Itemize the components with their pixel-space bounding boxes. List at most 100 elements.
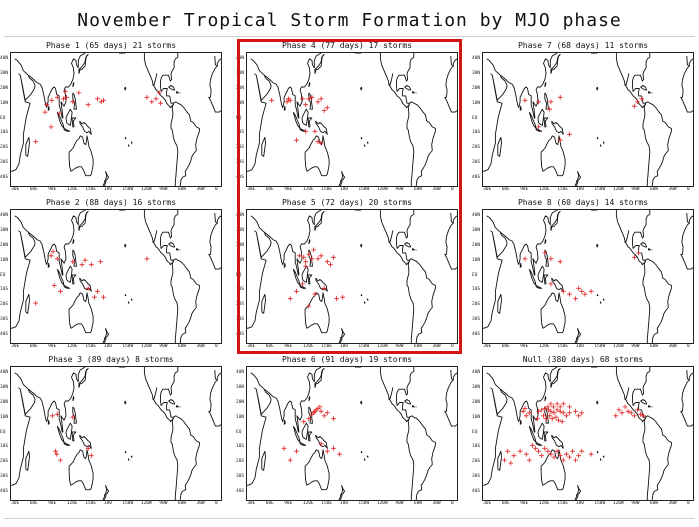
storm-marker	[567, 410, 572, 416]
map-panel: Phase 8 (60 days) 14 storms 40N 30N 20N 10N E…	[472, 197, 694, 355]
longitude-tick-label: 0	[687, 344, 690, 349]
latitude-tick-label: 10S	[236, 444, 245, 450]
storm-marker	[95, 288, 100, 294]
longitude-tick-label: 120W	[376, 187, 388, 192]
storm-marker	[306, 96, 312, 102]
longitude-tick-label: 150W	[594, 187, 606, 192]
map-frame	[246, 209, 458, 344]
latitude-tick-label: 40S	[236, 174, 245, 180]
longitude-tick-label: 150E	[557, 344, 569, 349]
storm-marker	[576, 285, 582, 291]
map-frame	[482, 52, 694, 187]
storm-marker	[312, 128, 318, 134]
storm-marker	[554, 401, 560, 407]
storm-marker	[88, 453, 94, 459]
latitude-tick-label: 10S	[0, 287, 9, 293]
storm-marker	[619, 410, 625, 416]
storm-marker	[536, 408, 541, 414]
storm-marker	[76, 90, 82, 96]
storm-marker	[101, 294, 106, 300]
latitude-axis: 40N 30N 20N 10N EQ 10S 20S 30S 40S	[0, 209, 10, 342]
latitude-tick-label: 40N	[472, 56, 481, 62]
storm-marker	[613, 413, 619, 419]
longitude-axis: 30E 60E 90E 120E 150E 180 150W 120W 90W 60W 30W 0	[10, 343, 222, 353]
storm-marker	[554, 448, 560, 454]
map-panel: Phase 4 (77 days) 17 storms 40N 30N 20N 10N E…	[236, 40, 458, 198]
storm-marker	[311, 247, 317, 253]
latitude-tick-label: 20S	[236, 459, 245, 465]
longitude-axis: 30E 60E 90E 120E 150E 180 150W 120W 90W 60W 30W 0	[482, 186, 694, 196]
storm-marker	[631, 413, 637, 419]
storm-marker	[557, 453, 563, 459]
storm-marker	[294, 448, 299, 454]
latitude-tick-label: EQ	[236, 429, 242, 435]
storm-marker	[505, 448, 511, 454]
longitude-tick-label: 30E	[11, 501, 20, 506]
latitude-tick-label: 10S	[472, 287, 481, 293]
latitude-tick-label: 30N	[472, 71, 481, 77]
longitude-tick-label: 0	[687, 501, 690, 506]
figure-title: November Tropical Storm Formation by MJO…	[77, 10, 622, 31]
storm-marker	[639, 96, 645, 102]
storm-marker	[331, 445, 336, 451]
longitude-tick-label: 60E	[29, 344, 38, 349]
storm-marker	[331, 254, 336, 260]
longitude-tick-label: 60W	[177, 187, 187, 192]
storm-marker	[582, 291, 588, 297]
panel-label: Phase 8 (60 days) 14 storms	[517, 198, 649, 207]
longitude-tick-label: 120W	[376, 344, 388, 349]
storm-marker	[533, 445, 538, 451]
latitude-tick-label: EQ	[472, 272, 478, 278]
longitude-axis: 30E 60E 90E 120E 150E 180 150W 120W 90W 60W 30W 0	[482, 500, 694, 510]
longitude-tick-label: 180	[575, 344, 584, 349]
storm-marker	[70, 259, 76, 265]
longitude-tick-label: 60W	[413, 187, 423, 192]
longitude-tick-label: 120E	[538, 344, 550, 349]
storm-marker	[44, 102, 50, 108]
longitude-tick-label: 60E	[501, 187, 510, 192]
longitude-axis: 30E 60E 90E 120E 150E 180 150W 120W 90W 60W 30W 0	[246, 343, 458, 353]
storm-marker	[543, 416, 549, 422]
storm-marker	[573, 296, 578, 302]
longitude-tick-label: 60E	[501, 501, 510, 506]
longitude-tick-label: 120E	[302, 344, 314, 349]
latitude-tick-label: 30S	[236, 159, 245, 165]
latitude-tick-label: EQ	[236, 115, 242, 121]
storm-marker	[549, 416, 555, 422]
storm-marker	[567, 404, 572, 410]
latitude-tick-label: 10N	[472, 414, 481, 420]
storm-marker	[522, 256, 528, 262]
longitude-axis: 30E 60E 90E 120E 150E 180 150W 120W 90W 60W 30W 0	[10, 500, 222, 510]
longitude-axis: 30E 60E 90E 120E 150E 180 150W 120W 90W 60W 30W 0	[246, 500, 458, 510]
storm-marker	[51, 283, 57, 288]
panel-label: Phase 3 (89 days) 8 storms	[48, 355, 174, 364]
latitude-tick-label: 10N	[472, 100, 481, 106]
storm-marker	[541, 413, 546, 419]
latitude-tick-label: 10S	[472, 444, 481, 450]
title-divider	[4, 36, 695, 37]
storm-marker	[85, 445, 91, 451]
storm-marker	[635, 99, 640, 105]
storm-marker	[324, 448, 330, 454]
longitude-tick-label: 150W	[358, 344, 370, 349]
latitude-tick-label: 40S	[0, 488, 9, 494]
world-map	[483, 210, 693, 343]
storm-marker	[318, 253, 324, 259]
longitude-tick-label: 150W	[122, 501, 134, 506]
world-map	[483, 367, 693, 500]
storm-marker	[95, 96, 100, 102]
storm-marker	[622, 404, 628, 410]
storm-marker	[303, 102, 309, 108]
storm-marker	[334, 296, 339, 302]
longitude-tick-label: 180	[103, 501, 112, 506]
latitude-tick-label: 30N	[236, 71, 245, 77]
world-map	[11, 210, 221, 343]
storm-marker	[517, 448, 523, 454]
longitude-tick-label: 150E	[557, 187, 569, 192]
latitude-tick-label: 20S	[472, 459, 481, 465]
latitude-axis: 40N 30N 20N 10N EQ 10S 20S 30S 40S	[0, 366, 10, 499]
longitude-tick-label: 120W	[140, 187, 152, 192]
longitude-tick-label: 90W	[395, 501, 404, 506]
storm-marker	[628, 410, 634, 416]
longitude-tick-label: 30W	[432, 501, 441, 506]
